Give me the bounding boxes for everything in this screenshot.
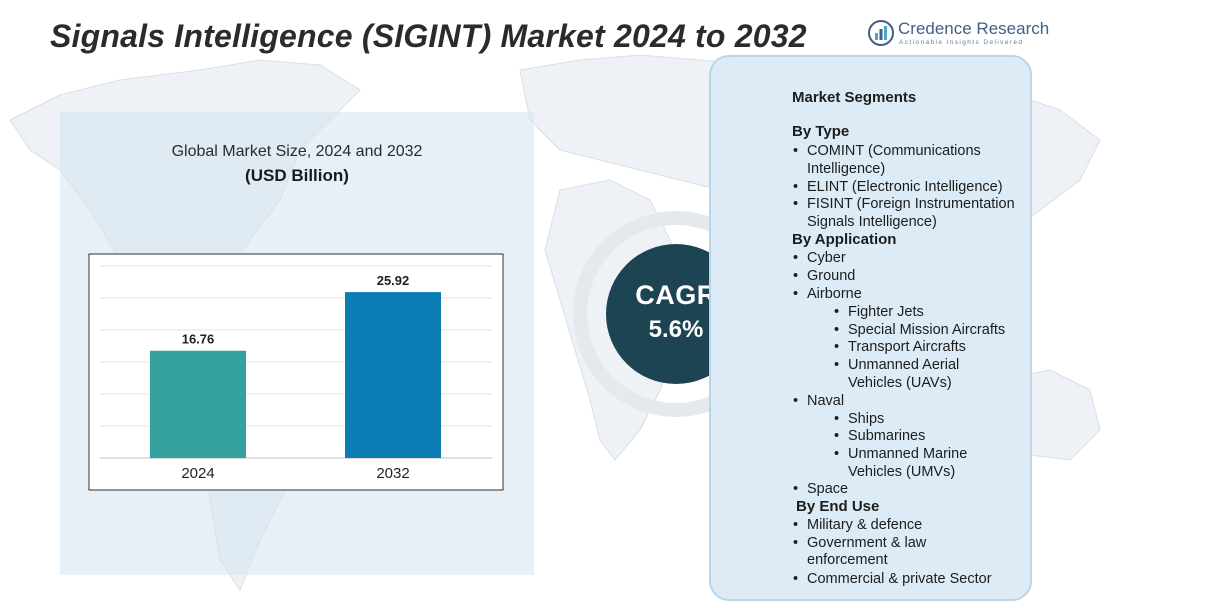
type-item: FISINT (Foreign Instrumentation: [793, 195, 1015, 213]
page-title: Signals Intelligence (SIGINT) Market 202…: [50, 18, 807, 54]
type-item: ELINT (Electronic Intelligence): [793, 178, 1003, 196]
x-tick-label: 2032: [376, 465, 409, 482]
naval-sub-item: Submarines: [834, 427, 925, 445]
type-item-cont: Signals Intelligence): [807, 214, 937, 230]
airborne-sub-item: Transport Aircrafts: [834, 338, 966, 356]
airborne-sub-item-cont: Vehicles (UAVs): [848, 375, 952, 391]
end-use-item: Commercial & private Sector: [793, 570, 991, 588]
type-item: COMINT (Communications: [793, 142, 981, 160]
airborne-sub-item: Special Mission Aircrafts: [834, 321, 1005, 339]
bar-2032: [345, 292, 441, 458]
bar-2024: [150, 350, 246, 458]
naval-sub-item: Unmanned Marine: [834, 445, 967, 463]
data-label: 16.76: [182, 332, 215, 347]
naval-sub-item-cont: Vehicles (UMVs): [848, 464, 956, 480]
cagr-label: CAGR: [635, 280, 717, 310]
by-type-heading: By Type: [792, 123, 850, 140]
application-item: Cyber: [793, 249, 846, 267]
logo-tagline: Actionable Insights Delivered: [899, 39, 1024, 46]
x-tick-label: 2024: [181, 465, 214, 482]
application-item: Naval: [793, 392, 844, 410]
segments-heading: Market Segments: [792, 89, 917, 106]
application-item: Space: [793, 480, 848, 498]
end-use-item: Military & defence: [793, 516, 922, 534]
naval-sub-item: Ships: [834, 410, 884, 428]
airborne-sub-item: Unmanned Aerial: [834, 356, 959, 374]
type-item-cont: Intelligence): [807, 161, 886, 177]
end-use-item: Government & law: [793, 534, 926, 552]
logo-name: Credence Research: [898, 19, 1050, 38]
airborne-sub-item: Fighter Jets: [834, 303, 924, 321]
credence-research-logo[interactable]: Credence Research Actionable Insights De…: [868, 18, 1050, 50]
cagr-value: 5.6%: [648, 316, 704, 343]
by-end-use-heading: By End Use: [796, 498, 880, 515]
by-application-heading: By Application: [792, 231, 897, 248]
application-item: Airborne: [793, 285, 862, 303]
data-label: 25.92: [377, 273, 410, 288]
chart-unit-label: (USD Billion): [245, 166, 349, 185]
bar-chart-circle-icon: [868, 20, 894, 46]
chart-title: Global Market Size, 2024 and 2032: [171, 143, 423, 160]
end-use-item-cont: enforcement: [807, 552, 888, 568]
application-item: Ground: [793, 267, 855, 285]
